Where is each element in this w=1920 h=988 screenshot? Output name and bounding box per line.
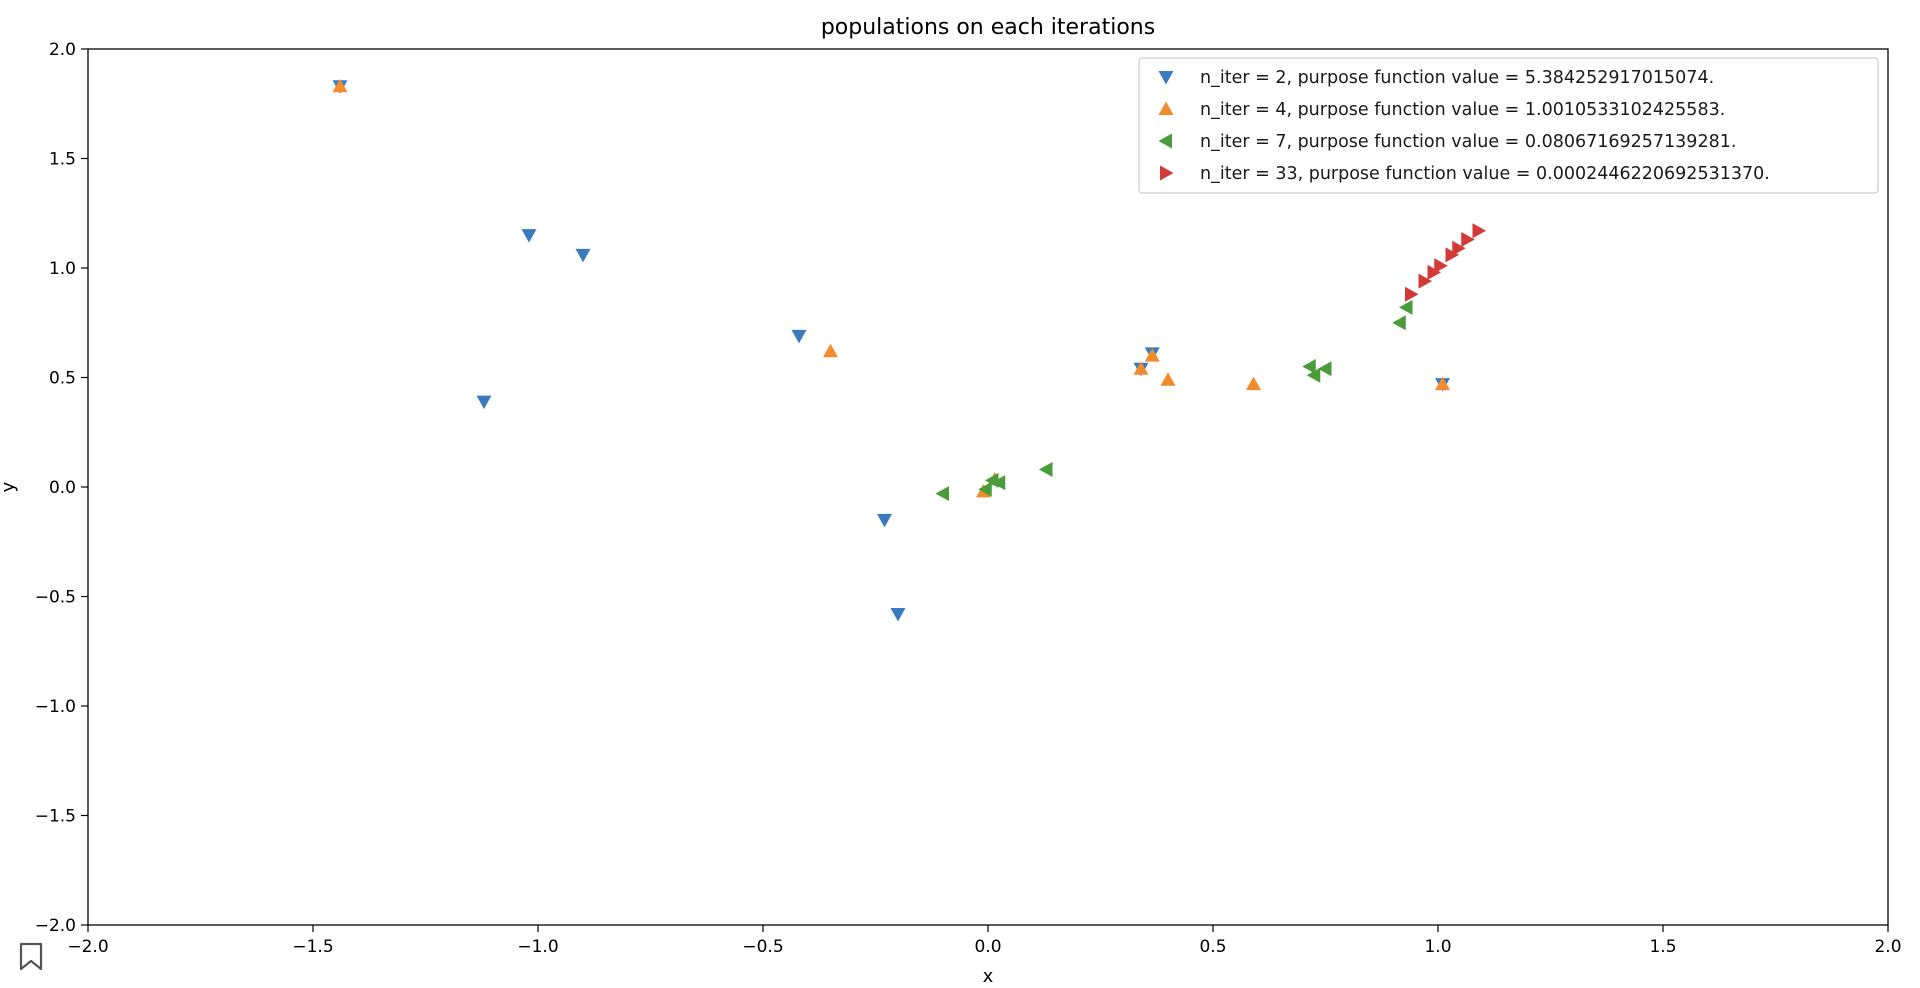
y-tick-label: 1.5 bbox=[49, 150, 76, 170]
chart-title: populations on each iterations bbox=[821, 15, 1155, 40]
data-point-triangle-left bbox=[978, 481, 992, 497]
legend-box bbox=[1138, 57, 1879, 194]
y-tick-label: 2.0 bbox=[49, 40, 76, 60]
data-point-triangle-right bbox=[1405, 286, 1419, 302]
y-tick-label: −0.5 bbox=[35, 588, 76, 608]
y-tick-label: −1.0 bbox=[35, 697, 76, 717]
data-point-triangle-right bbox=[1452, 240, 1466, 256]
data-point-triangle-down bbox=[575, 248, 591, 263]
x-tick-label: 1.5 bbox=[1649, 937, 1676, 957]
legend-marker bbox=[1158, 101, 1174, 115]
x-axis-label: x bbox=[983, 966, 994, 987]
axis-ticks: −2.0 −1.5 −1.0 −0.5 0.0 0.5 1.0 1.5 2.0 −2.0 −1.5 −… bbox=[35, 40, 1902, 957]
data-point-triangle-left bbox=[1302, 359, 1316, 375]
data-point-triangle-left bbox=[1399, 299, 1413, 315]
data-point-triangle-right bbox=[1472, 223, 1486, 239]
x-tick-label: 1.0 bbox=[1424, 937, 1451, 957]
y-axis-label: y bbox=[0, 481, 19, 492]
y-tick-label: −1.5 bbox=[35, 807, 76, 827]
y-tick-label: −2.0 bbox=[35, 916, 76, 936]
legend-entry-label: n_iter = 7, purpose function value = 0.0… bbox=[1200, 132, 1736, 152]
data-point-triangle-up bbox=[823, 343, 838, 358]
data-point-triangle-down bbox=[521, 229, 537, 243]
y-tick-label: 1.0 bbox=[49, 259, 76, 279]
x-tick-label: 2.0 bbox=[1874, 937, 1901, 957]
data-point-triangle-up bbox=[1133, 361, 1149, 375]
legend-marker bbox=[1160, 165, 1174, 181]
x-tick-label: −1.5 bbox=[292, 937, 333, 957]
data-point-triangle-left bbox=[1039, 461, 1053, 477]
data-point-triangle-down bbox=[890, 608, 906, 622]
data-point-triangle-right bbox=[1418, 273, 1432, 289]
data-point-triangle-down bbox=[476, 395, 492, 410]
chart-legend: n_iter = 2, purpose function value = 5.3… bbox=[1138, 57, 1879, 194]
bookmark-icon[interactable] bbox=[18, 942, 44, 972]
legend-entry-label: n_iter = 2, purpose function value = 5.3… bbox=[1200, 68, 1714, 88]
legend-marker bbox=[1158, 133, 1172, 149]
data-point-triangle-up bbox=[1160, 372, 1176, 386]
legend-marker bbox=[1158, 71, 1174, 85]
legend-entry-label: n_iter = 4, purpose function value = 1.0… bbox=[1200, 100, 1725, 120]
x-tick-label: −1.0 bbox=[517, 937, 558, 957]
y-tick-label: 0.5 bbox=[49, 369, 76, 389]
x-tick-label: 0.5 bbox=[1199, 937, 1226, 957]
data-point-triangle-left bbox=[935, 486, 949, 502]
data-point-triangle-left bbox=[1318, 361, 1332, 377]
data-point-triangle-up bbox=[1246, 376, 1261, 391]
data-point-triangle-up bbox=[1144, 348, 1160, 362]
data-point-triangle-up bbox=[332, 78, 348, 93]
data-point-triangle-down bbox=[791, 329, 807, 344]
data-point-triangle-down bbox=[877, 513, 892, 528]
data-point-triangle-left bbox=[1306, 367, 1321, 383]
data-point-triangle-left bbox=[1392, 315, 1406, 331]
data-point-triangle-right bbox=[1461, 232, 1475, 248]
data-points bbox=[332, 78, 1486, 622]
x-tick-label: −2.0 bbox=[67, 937, 108, 957]
data-point-triangle-left bbox=[991, 475, 1006, 491]
data-point-triangle-right bbox=[1434, 258, 1448, 274]
legend-entry-label: n_iter = 33, purpose function value = 0.… bbox=[1200, 164, 1770, 184]
data-point-triangle-up bbox=[1435, 376, 1450, 391]
x-tick-label: −0.5 bbox=[742, 937, 783, 957]
y-tick-label: 0.0 bbox=[49, 478, 76, 498]
x-tick-label: 0.0 bbox=[974, 937, 1001, 957]
